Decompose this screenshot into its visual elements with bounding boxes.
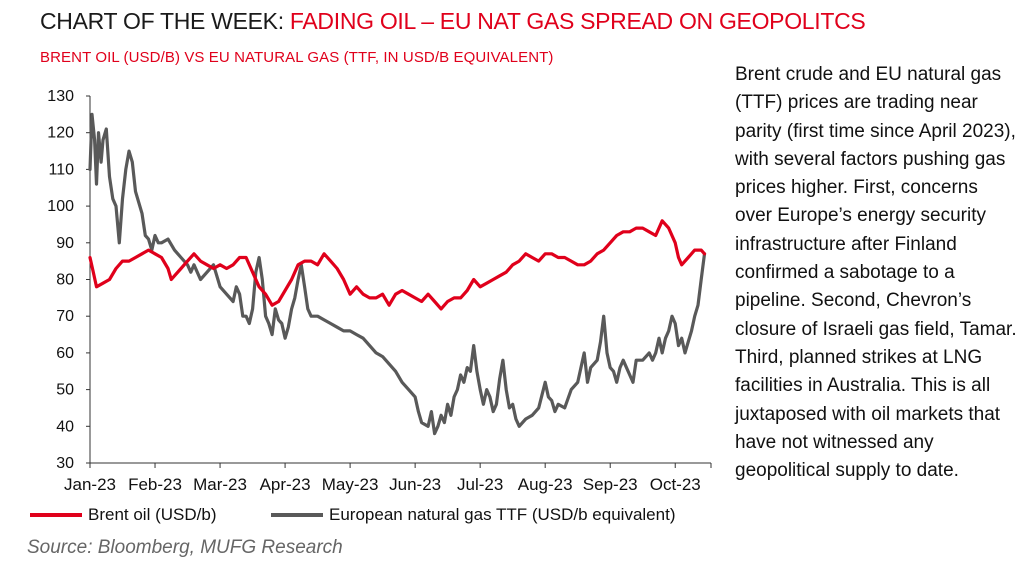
- y-tick-label: 80: [56, 272, 74, 289]
- y-tick-label: 130: [47, 88, 74, 105]
- x-tick-label: Jun-23: [389, 475, 441, 494]
- commentary-text: Brent crude and EU natural gas (TTF) pri…: [735, 64, 1017, 482]
- y-tick-label: 90: [56, 235, 74, 252]
- y-tick-label: 110: [48, 161, 74, 178]
- legend-item-gas: European natural gas TTF (USD/b equivale…: [271, 505, 675, 525]
- y-tick-label: 40: [56, 418, 74, 435]
- chart-subtitle: BRENT OIL (USD/B) VS EU NATURAL GAS (TTF…: [40, 49, 554, 66]
- legend-label-gas: European natural gas TTF (USD/b equivale…: [329, 505, 676, 524]
- legend-item-brent: Brent oil (USD/b): [30, 505, 216, 525]
- x-tick-label: Mar-23: [193, 475, 247, 494]
- series-line-brent-oil: [88, 219, 707, 311]
- y-tick-label: 60: [56, 345, 74, 362]
- chart-title-main: FADING OIL – EU NAT GAS SPREAD ON GEOPOL…: [289, 8, 866, 34]
- legend-swatch-brent: [30, 513, 82, 517]
- chart-title-prefix: CHART OF THE WEEK:: [40, 8, 290, 34]
- y-tick-label: 50: [56, 382, 74, 399]
- y-tick-label: 100: [47, 198, 74, 215]
- x-tick-label: Feb-23: [128, 475, 182, 494]
- x-tick-label: Jul-23: [457, 475, 503, 494]
- y-tick-label: 70: [56, 308, 74, 325]
- y-tick-label: 30: [56, 455, 74, 472]
- x-tick-label: Jan-23: [64, 475, 116, 494]
- x-tick-label: Apr-23: [260, 475, 311, 494]
- x-tick-label: Oct-23: [650, 475, 701, 494]
- x-tick-label: May-23: [322, 475, 379, 494]
- y-tick-label: 120: [47, 125, 74, 142]
- chart-title: CHART OF THE WEEK: FADING OIL – EU NAT G…: [40, 8, 866, 35]
- legend-swatch-gas: [271, 513, 323, 517]
- legend-label-brent: Brent oil (USD/b): [88, 505, 217, 524]
- series-line-eu-gas-ttf: [88, 112, 707, 436]
- source-note: Source: Bloomberg, MUFG Research: [27, 537, 343, 558]
- x-tick-label: Sep-23: [583, 475, 638, 494]
- x-tick-label: Aug-23: [518, 475, 573, 494]
